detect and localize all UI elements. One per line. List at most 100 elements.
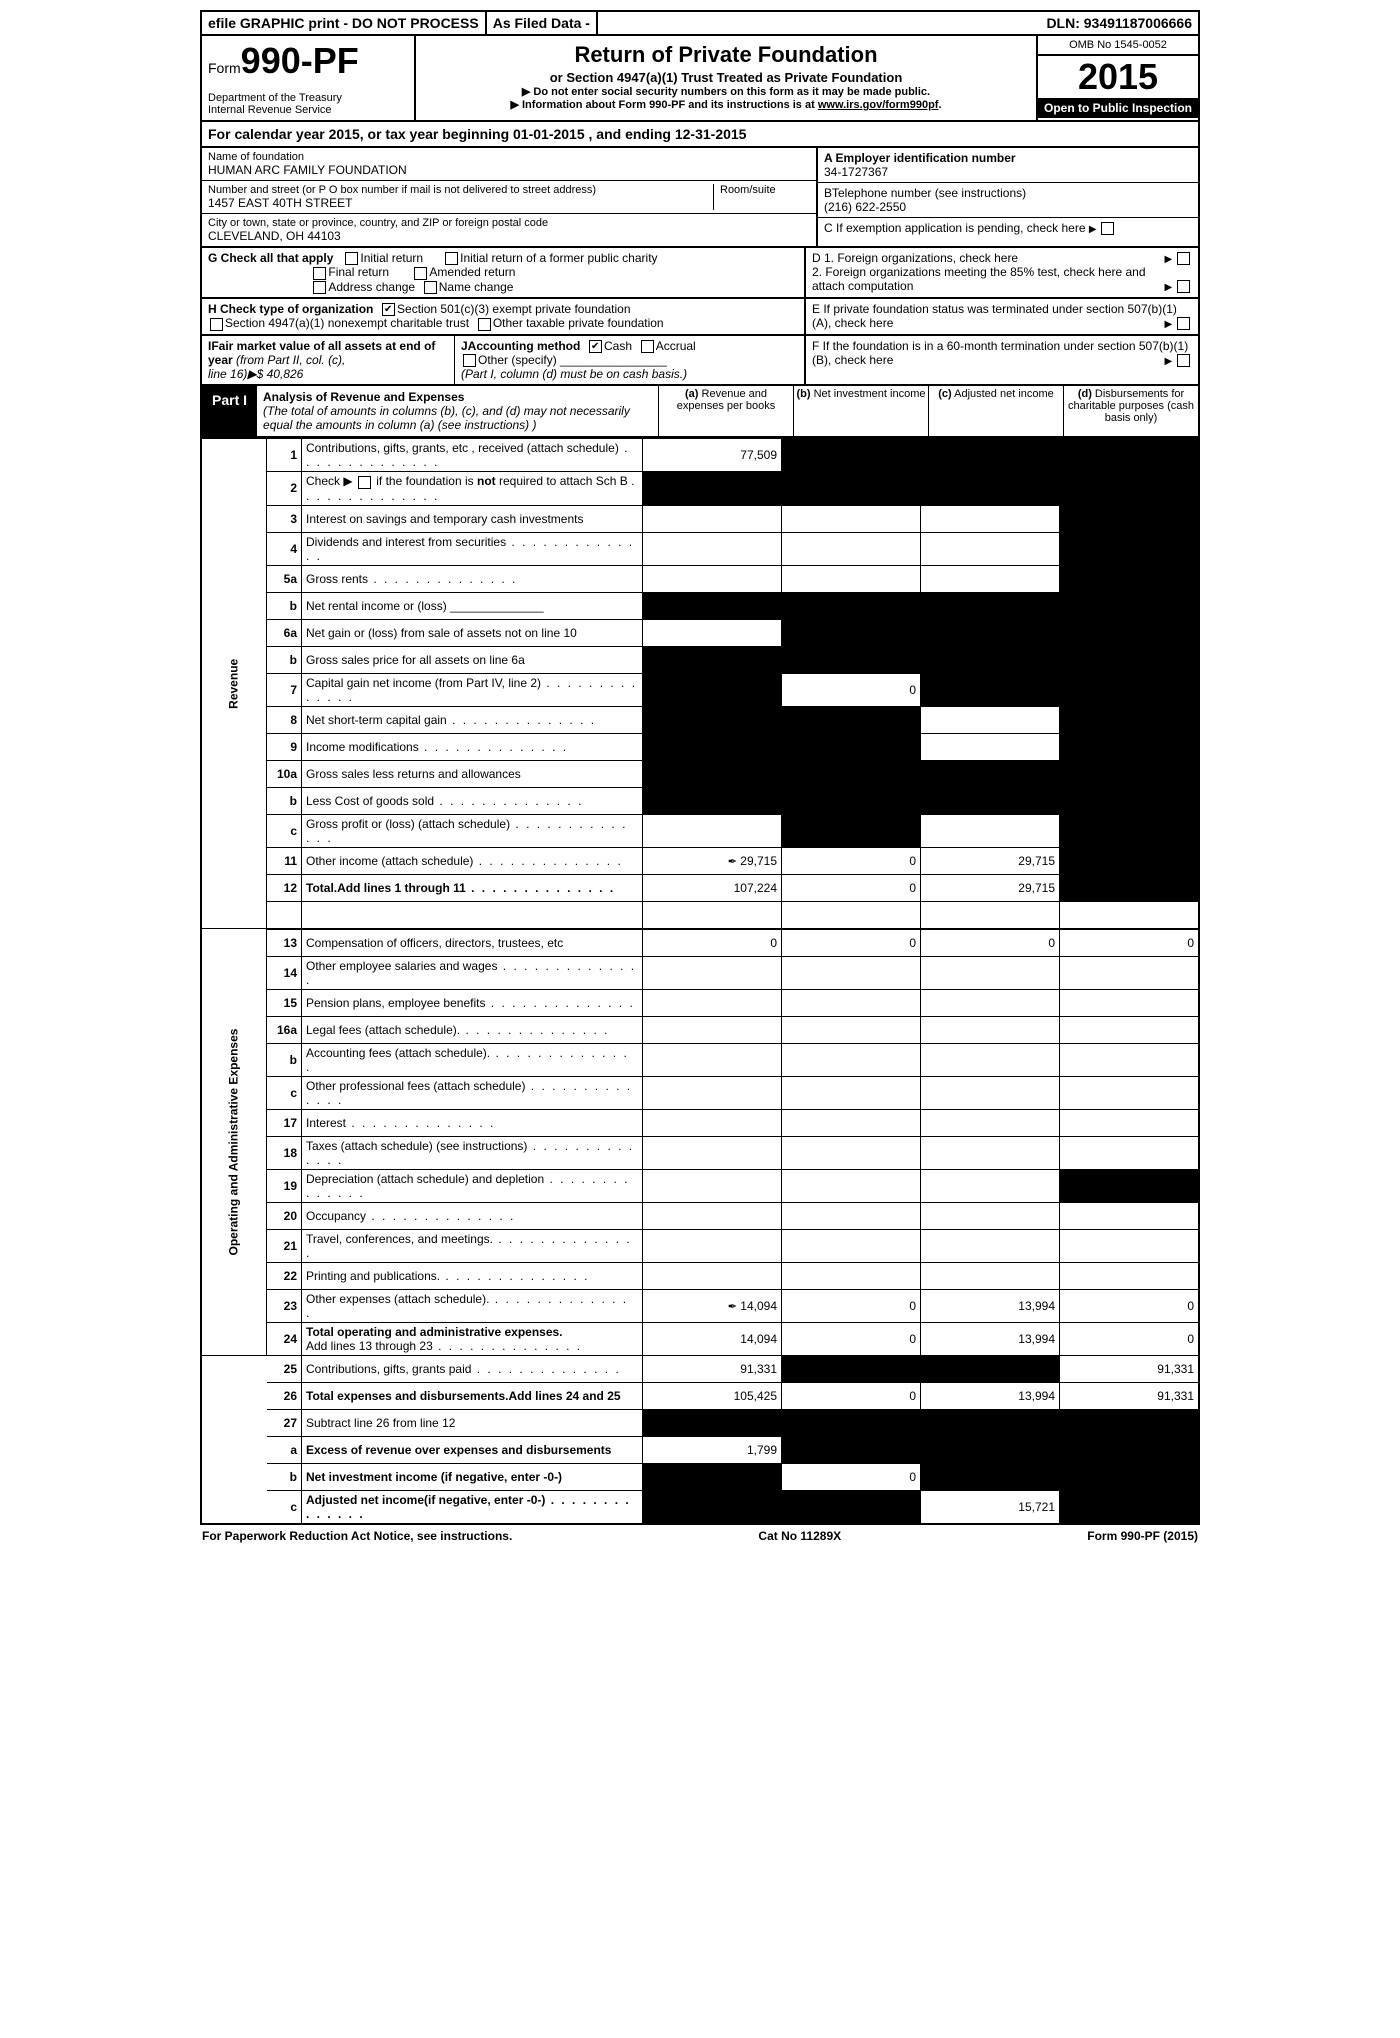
- foundation-name: HUMAN ARC FAMILY FOUNDATION: [208, 163, 810, 177]
- row-13: Compensation of officers, directors, tru…: [306, 936, 563, 950]
- form-number: 990-PF: [241, 40, 359, 81]
- tax-year: 2015: [1038, 56, 1198, 98]
- j-o1: Cash: [604, 339, 632, 353]
- part1-header: Part I Analysis of Revenue and Expenses …: [200, 386, 1200, 438]
- row-10a: Gross sales less returns and allowances: [306, 767, 521, 781]
- g-o6: Name change: [439, 280, 514, 294]
- h-o3: Other taxable private foundation: [493, 316, 664, 330]
- h-other-checkbox[interactable]: [478, 318, 491, 331]
- val-12b: 0: [782, 874, 921, 901]
- g-final-checkbox[interactable]: [313, 267, 326, 280]
- room-label: Room/suite: [713, 184, 810, 210]
- j-other-checkbox[interactable]: [463, 354, 476, 367]
- j-label: JAccounting method: [461, 339, 580, 353]
- row-14: Other employee salaries and wages: [306, 959, 636, 987]
- section-h-e: H Check type of organization Section 501…: [200, 299, 1200, 336]
- val-26b: 0: [782, 1382, 921, 1409]
- row-15: Pension plans, employee benefits: [306, 996, 635, 1010]
- val-7b: 0: [782, 673, 921, 706]
- row-22: Printing and publications.: [306, 1269, 589, 1283]
- note1: ▶ Do not enter social security numbers o…: [522, 86, 930, 98]
- g-address-checkbox[interactable]: [313, 281, 326, 294]
- row-23: Other expenses (attach schedule).: [306, 1292, 628, 1320]
- row-10b: Less Cost of goods sold: [306, 794, 583, 808]
- asfiled-label: As Filed Data -: [487, 12, 598, 34]
- row-25: Contributions, gifts, grants paid: [306, 1362, 621, 1376]
- h-4947-checkbox[interactable]: [210, 318, 223, 331]
- city-label: City or town, state or province, country…: [208, 217, 810, 229]
- j-cash-checkbox[interactable]: [589, 340, 602, 353]
- irs-label: Internal Revenue Service: [208, 104, 408, 116]
- row-2: Check ▶ if the foundation is not require…: [306, 474, 636, 502]
- name-label: Name of foundation: [208, 151, 810, 163]
- ein-value: 34-1727367: [824, 165, 1192, 179]
- e-checkbox[interactable]: [1177, 317, 1190, 330]
- g-name-checkbox[interactable]: [424, 281, 437, 294]
- section-i-j-f: IFair market value of all assets at end …: [200, 336, 1200, 387]
- row-26: Total expenses and disbursements.Add lin…: [306, 1389, 621, 1403]
- j-o2: Accrual: [656, 339, 696, 353]
- col-c-header: (c) Adjusted net income: [928, 386, 1063, 436]
- j-accrual-checkbox[interactable]: [641, 340, 654, 353]
- part1-label: Part I: [202, 386, 257, 436]
- val-26a: 105,425: [643, 1382, 782, 1409]
- val-27a: 1,799: [643, 1436, 782, 1463]
- exemption-checkbox[interactable]: [1101, 222, 1114, 235]
- irs-url[interactable]: www.irs.gov/form990pf: [818, 99, 939, 111]
- val-11c: 29,715: [921, 847, 1060, 874]
- dept-label: Department of the Treasury: [208, 92, 408, 104]
- row-8: Net short-term capital gain: [306, 713, 596, 727]
- row-18: Taxes (attach schedule) (see instruction…: [306, 1139, 634, 1167]
- g-o5: Address change: [328, 280, 415, 294]
- i-line: line 16)▶$ 40,826: [208, 367, 303, 381]
- calendar-year: For calendar year 2015, or tax year begi…: [200, 122, 1200, 148]
- phone-label: BTelephone number (see instructions): [824, 186, 1192, 200]
- row-17: Interest: [306, 1116, 495, 1130]
- efile-label: efile GRAPHIC print - DO NOT PROCESS: [202, 12, 487, 34]
- val-27c: 15,721: [921, 1490, 1060, 1524]
- phone-value: (216) 622-2550: [824, 200, 1192, 214]
- h-501c3-checkbox[interactable]: [382, 303, 395, 316]
- e-label: E If private foundation status was termi…: [812, 302, 1177, 330]
- row-11: Other income (attach schedule): [306, 854, 623, 868]
- attachment-icon[interactable]: ✒: [728, 856, 737, 868]
- val-23d: 0: [1060, 1289, 1200, 1322]
- g-initial-checkbox[interactable]: [345, 252, 358, 265]
- val-12c: 29,715: [921, 874, 1060, 901]
- g-amended-checkbox[interactable]: [414, 267, 427, 280]
- addr-label: Number and street (or P O box number if …: [208, 184, 713, 196]
- schb-checkbox[interactable]: [358, 476, 371, 489]
- revenue-side-label: Revenue: [201, 439, 267, 929]
- row-1: Contributions, gifts, grants, etc , rece…: [306, 441, 630, 469]
- g-o2: Initial return of a former public charit…: [460, 251, 657, 265]
- row-16b: Accounting fees (attach schedule).: [306, 1046, 629, 1074]
- open-to-public: Open to Public Inspection: [1038, 98, 1198, 118]
- f-checkbox[interactable]: [1177, 354, 1190, 367]
- form-title: Return of Private Foundation: [422, 42, 1030, 68]
- col-b-header: (b) Net investment income: [793, 386, 928, 436]
- d2-checkbox[interactable]: [1177, 280, 1190, 293]
- row-19: Depreciation (attach schedule) and deple…: [306, 1172, 630, 1200]
- section-g-d: G Check all that apply Initial return In…: [200, 248, 1200, 299]
- row-27b: Net investment income (if negative, ente…: [306, 1470, 562, 1484]
- h-o2: Section 4947(a)(1) nonexempt charitable …: [225, 316, 469, 330]
- val-24a: 14,094: [643, 1322, 782, 1355]
- header-bar: efile GRAPHIC print - DO NOT PROCESS As …: [200, 10, 1200, 36]
- expenses-side-label: Operating and Administrative Expenses: [201, 929, 267, 1356]
- val-27b: 0: [782, 1463, 921, 1490]
- val-24c: 13,994: [921, 1322, 1060, 1355]
- row-20: Occupancy: [306, 1209, 515, 1223]
- row-3: Interest on savings and temporary cash i…: [306, 512, 583, 526]
- row-24: Total operating and administrative expen…: [306, 1325, 563, 1339]
- d1-checkbox[interactable]: [1177, 252, 1190, 265]
- f-label: F If the foundation is in a 60-month ter…: [812, 339, 1188, 367]
- val-26d: 91,331: [1060, 1382, 1200, 1409]
- val-25a: 91,331: [643, 1355, 782, 1382]
- g-former-checkbox[interactable]: [445, 252, 458, 265]
- page-footer: For Paperwork Reduction Act Notice, see …: [200, 1525, 1200, 1547]
- attachment-icon-23[interactable]: ✒: [728, 1301, 737, 1313]
- i-sub: (from Part II, col. (c),: [236, 353, 345, 367]
- row-5b: Net rental income or (loss): [306, 599, 447, 613]
- val-24d: 0: [1060, 1322, 1200, 1355]
- row-27: Subtract line 26 from line 12: [306, 1416, 455, 1430]
